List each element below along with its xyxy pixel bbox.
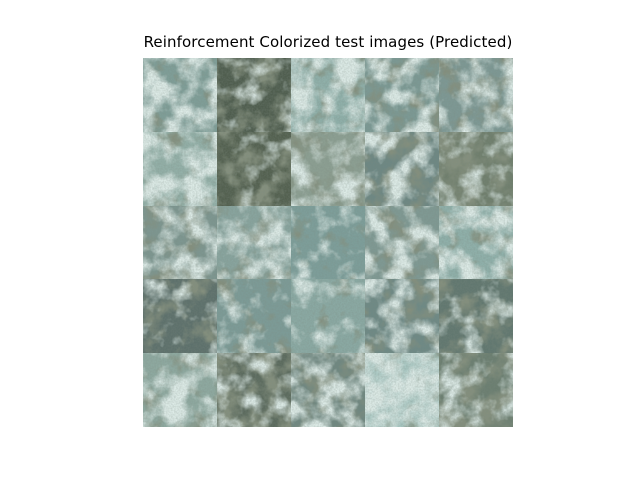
image-tile-r4-c1	[143, 279, 217, 354]
image-tile-r3-c3	[291, 205, 365, 280]
image-tile-r2-c1	[143, 131, 217, 206]
image-tile-r2-c5	[439, 131, 513, 206]
image-tile-r3-c4	[365, 205, 439, 280]
image-tile-r1-c1	[143, 58, 217, 132]
image-tile-r2-c4	[365, 131, 439, 206]
image-grid	[143, 58, 513, 427]
image-tile-r2-c2	[217, 131, 291, 206]
image-tile-r5-c3	[291, 353, 365, 427]
figure-title: Reinforcement Colorized test images (Pre…	[143, 33, 513, 51]
image-tile-r1-c2	[217, 58, 291, 132]
image-tile-r4-c3	[291, 279, 365, 354]
image-tile-r4-c5	[439, 279, 513, 354]
image-tile-r2-c3	[291, 131, 365, 206]
image-tile-r5-c4	[365, 353, 439, 427]
image-tile-r1-c3	[291, 58, 365, 132]
image-tile-r4-c4	[365, 279, 439, 354]
image-tile-r5-c5	[439, 353, 513, 427]
image-tile-r5-c1	[143, 353, 217, 427]
image-tile-r5-c2	[217, 353, 291, 427]
image-tile-r1-c4	[365, 58, 439, 132]
image-tile-r3-c5	[439, 205, 513, 280]
image-tile-r4-c2	[217, 279, 291, 354]
image-tile-r3-c2	[217, 205, 291, 280]
image-tile-r3-c1	[143, 205, 217, 280]
image-tile-r1-c5	[439, 58, 513, 132]
